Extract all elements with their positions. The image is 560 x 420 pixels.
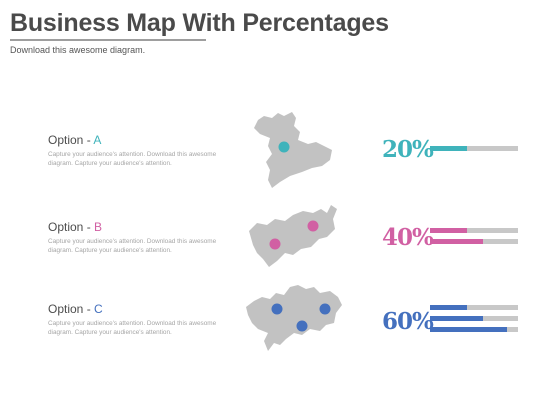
region-map-b-shape — [249, 205, 337, 267]
option-c-description: Capture your audience's attention. Downl… — [48, 320, 217, 336]
map-pin-c-2 — [319, 303, 331, 315]
option-c-bar-1-fill — [430, 305, 467, 310]
page-subtitle: Download this awesome diagram. — [10, 45, 146, 55]
option-b-bar-1-fill — [430, 228, 467, 233]
option-c-label-prefix: Option - — [48, 302, 95, 316]
option-a-bar-1 — [430, 146, 518, 151]
option-a-bar-1-fill — [430, 146, 467, 151]
option-b-bar-2 — [430, 239, 518, 244]
option-b-percent: 40% — [382, 224, 434, 251]
region-map-c-shape — [246, 285, 342, 351]
map-pin-c-3 — [296, 320, 308, 332]
option-c-bar-1 — [430, 305, 518, 310]
map-pin-a-1 — [278, 141, 290, 153]
title-underline — [10, 39, 206, 41]
region-map-a-shape — [254, 112, 332, 188]
option-a-description: Capture your audience's attention. Downl… — [48, 151, 217, 167]
option-c-bar-2-fill — [430, 316, 483, 321]
option-c-bar-3 — [430, 327, 518, 332]
region-map-b — [249, 205, 337, 267]
page-title: Business Map With Percentages — [10, 9, 389, 37]
region-map-c — [246, 285, 342, 351]
map-pin-b-1 — [269, 238, 281, 250]
option-b-bar-1 — [430, 228, 518, 233]
option-c-label: Option - C — [48, 302, 103, 316]
option-c-bar-2 — [430, 316, 518, 321]
option-a-label: Option - A — [48, 133, 101, 147]
option-a-percent: 20% — [382, 136, 434, 163]
option-c-letter: C — [94, 302, 103, 316]
option-b-description: Capture your audience's attention. Downl… — [48, 238, 217, 254]
map-pin-b-2 — [307, 220, 319, 232]
option-c-bar-3-fill — [430, 327, 508, 332]
option-a-label-prefix: Option - — [48, 133, 94, 147]
option-a-letter: A — [93, 133, 102, 147]
option-c-percent: 60% — [382, 308, 434, 335]
region-map-a — [254, 112, 332, 188]
option-b-letter: B — [94, 220, 103, 234]
map-pin-c-1 — [271, 303, 283, 315]
option-b-label-prefix: Option - — [48, 220, 95, 234]
option-b-bar-2-fill — [430, 239, 483, 244]
option-b-label: Option - B — [48, 220, 102, 234]
